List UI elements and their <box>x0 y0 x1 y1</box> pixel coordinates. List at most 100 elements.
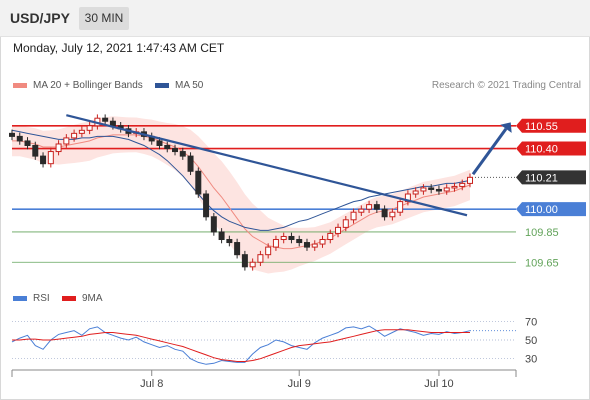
candle-body <box>195 170 202 195</box>
candle-body <box>327 232 334 241</box>
ma9-swatch <box>62 296 76 301</box>
candle <box>443 184 450 195</box>
candle-body <box>187 155 194 172</box>
level-label-109.85: 109.85 <box>525 227 559 239</box>
level-tag-110.40: 110.40 <box>516 141 586 156</box>
level-tag-shape <box>516 202 586 217</box>
rsi-line <box>11 325 471 365</box>
candle-body <box>257 254 264 263</box>
candle <box>47 147 54 168</box>
candle-body <box>296 239 303 244</box>
legend-rsi: RSI <box>13 293 50 304</box>
candle-body <box>428 187 435 190</box>
candle-body <box>272 239 279 248</box>
candle <box>55 140 62 156</box>
candle-body <box>397 201 404 213</box>
candle <box>249 258 256 271</box>
candle <box>218 228 225 244</box>
candle <box>451 182 458 192</box>
candle <box>241 250 248 271</box>
candle <box>210 212 217 236</box>
x-tick-label: Jul 9 <box>288 378 311 390</box>
candle <box>9 129 15 141</box>
candle-body <box>9 132 15 137</box>
candle-body <box>203 193 210 218</box>
level-tag-110.55: 110.55 <box>516 118 586 133</box>
x-tick-label: Jul 8 <box>140 378 163 390</box>
candle-body <box>226 239 233 244</box>
candle <box>179 147 186 160</box>
candle <box>24 137 31 150</box>
timeframe-button[interactable]: 30 MIN <box>79 7 129 30</box>
candle-body <box>234 242 241 256</box>
candle <box>435 185 442 195</box>
candle <box>350 208 357 224</box>
projection-arrow-shaft <box>471 127 508 176</box>
candle-body <box>249 261 256 268</box>
candle <box>397 197 404 217</box>
candle-body <box>412 190 419 195</box>
candle-body <box>218 231 225 241</box>
candle-body <box>71 132 78 139</box>
ma20-swatch <box>13 83 27 88</box>
candle <box>381 205 388 221</box>
ma9-label: 9MA <box>82 293 103 304</box>
candle-body <box>342 219 349 228</box>
candle <box>40 152 47 168</box>
candle-body <box>389 211 396 218</box>
candle-body <box>459 182 466 187</box>
candle <box>257 250 264 267</box>
candle <box>86 121 93 135</box>
projection-arrow-head <box>500 122 512 133</box>
candle-body <box>55 143 62 153</box>
last-price-label: 110.21 <box>525 172 558 184</box>
ma50-swatch <box>155 83 169 88</box>
candle <box>467 173 473 188</box>
candle-body <box>366 204 373 210</box>
candle <box>420 184 427 195</box>
candle-body <box>179 151 186 157</box>
candle <box>226 235 233 247</box>
candle <box>319 235 326 248</box>
trend-line <box>66 114 468 217</box>
candle-body <box>319 239 326 245</box>
candle-body <box>16 135 23 142</box>
chart-datetime: Monday, July 12, 2021 1:47:43 AM CET <box>13 41 225 55</box>
candle-body <box>303 242 310 248</box>
candle <box>172 144 179 156</box>
candle-body <box>40 155 47 165</box>
candle <box>195 167 202 198</box>
candle-body <box>109 120 116 127</box>
candle <box>412 187 419 198</box>
level-tag-shape <box>516 118 586 133</box>
candle-body <box>156 140 163 146</box>
candle <box>16 132 23 145</box>
candle <box>303 238 310 251</box>
candle-body <box>63 137 70 145</box>
candle <box>203 190 210 221</box>
candle-body <box>350 211 357 221</box>
rsi-tick-70: 70 <box>525 316 537 328</box>
rsi-label: RSI <box>33 293 50 304</box>
candle <box>428 184 435 194</box>
legend-ma50: MA 50 <box>155 80 203 91</box>
candle-body <box>164 144 171 150</box>
x-tick-label: Jul 10 <box>424 378 453 390</box>
candle-body <box>335 226 342 234</box>
legend-ma20: MA 20 + Bollinger Bands <box>13 80 143 91</box>
rsi-tick-50: 50 <box>525 335 537 347</box>
candle-body <box>172 148 179 153</box>
candle-body <box>420 187 427 192</box>
candle-body <box>78 129 85 134</box>
bollinger-band <box>12 116 470 274</box>
candle-body <box>435 188 442 192</box>
candle-body <box>241 254 248 268</box>
candle-body <box>24 140 31 146</box>
candle <box>342 216 349 232</box>
candle <box>296 235 303 247</box>
ma50-line <box>11 129 471 231</box>
candle <box>288 232 295 244</box>
candle <box>78 126 85 138</box>
candle-body <box>210 216 217 233</box>
ma20-label: MA 20 + Bollinger Bands <box>33 80 143 91</box>
